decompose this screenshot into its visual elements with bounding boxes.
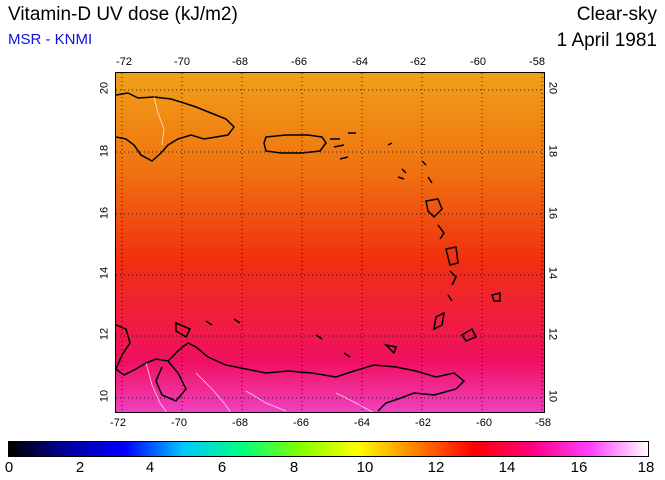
lat-tick-right: 12 — [546, 327, 559, 341]
colorbar-tick: 0 — [4, 459, 14, 476]
lon-tick-top: -64 — [352, 56, 368, 68]
lon-tick-top: -58 — [529, 56, 545, 68]
date-label: 1 April 1981 — [556, 30, 657, 51]
south-america-coast — [116, 324, 466, 412]
lat-tick-left: 10 — [98, 389, 111, 403]
colorbar-tick: 8 — [289, 459, 299, 476]
lat-tick-right: 16 — [546, 206, 559, 220]
hispaniola-coast — [116, 92, 235, 162]
colorbar-tick: 4 — [145, 459, 155, 476]
lon-tick-bottom: -72 — [110, 417, 126, 429]
colorbar-tick: 6 — [217, 459, 227, 476]
graticule — [116, 73, 544, 412]
lon-tick-top: -72 — [116, 56, 132, 68]
colorbar-tick: 14 — [498, 459, 516, 476]
colorbar-tick: 16 — [570, 459, 588, 476]
lon-tick-top: -70 — [174, 56, 190, 68]
colorbar-tick: 12 — [427, 459, 445, 476]
coastlines — [116, 92, 501, 412]
colorbar-tick: 18 — [637, 459, 655, 476]
source-label: MSR - KNMI — [8, 31, 93, 48]
colorbar-tick: 10 — [356, 459, 374, 476]
lat-tick-left: 16 — [98, 206, 111, 220]
lat-tick-right: 14 — [546, 266, 559, 280]
lat-tick-left: 14 — [98, 266, 111, 280]
lon-tick-bottom: -60 — [476, 417, 492, 429]
lon-tick-top: -68 — [232, 56, 248, 68]
uv-dose-field — [116, 73, 544, 412]
lon-tick-top: -62 — [410, 56, 426, 68]
map-overlay — [116, 73, 544, 412]
abc-islands-coast — [175, 318, 478, 358]
lon-tick-bottom: -68 — [232, 417, 248, 429]
lon-tick-top: -66 — [291, 56, 307, 68]
virgin-islands-coast — [330, 132, 356, 160]
puerto-rico-coast — [263, 134, 327, 154]
lat-tick-right: 18 — [546, 144, 559, 158]
lat-tick-right: 20 — [546, 81, 559, 95]
lon-tick-bottom: -62 — [415, 417, 431, 429]
colorbar-tick: 2 — [75, 459, 85, 476]
colorbar — [8, 441, 649, 457]
lat-tick-left: 12 — [98, 327, 111, 341]
lat-tick-right: 10 — [546, 389, 559, 403]
lon-tick-top: -60 — [470, 56, 486, 68]
lon-tick-bottom: -70 — [171, 417, 187, 429]
uv-dose-map — [115, 72, 545, 413]
lon-tick-bottom: -66 — [293, 417, 309, 429]
sky-condition-label: Clear-sky — [576, 4, 657, 25]
lat-tick-left: 20 — [98, 81, 111, 95]
lesser-antilles-coast — [387, 142, 501, 331]
borders — [145, 96, 374, 412]
map-title: Vitamin-D UV dose (kJ/m2) — [8, 4, 238, 25]
lon-tick-bottom: -58 — [535, 417, 551, 429]
lat-tick-left: 18 — [98, 144, 111, 158]
lon-tick-bottom: -64 — [354, 417, 370, 429]
